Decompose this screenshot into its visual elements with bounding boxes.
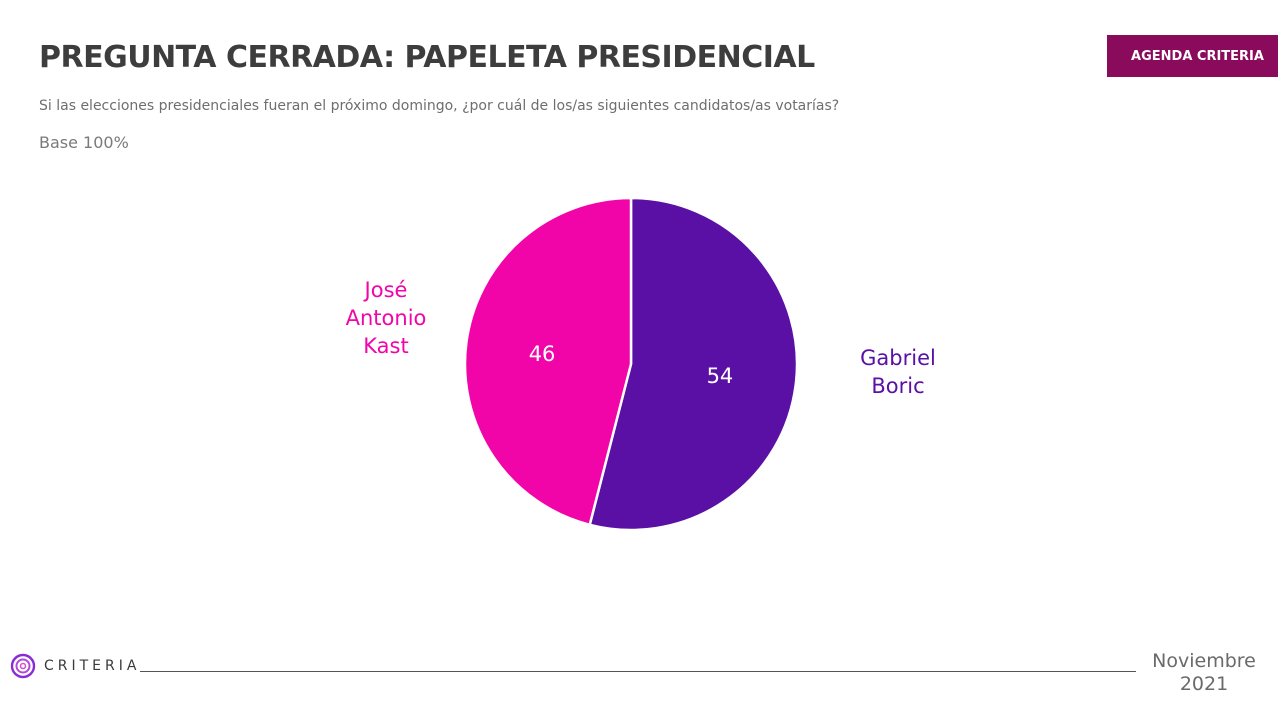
- pie-slice-boric: [588, 196, 799, 532]
- question-text: Si las elecciones presidenciales fueran …: [39, 98, 840, 114]
- brand-name: CRITERIA: [44, 658, 141, 674]
- footer-divider: [140, 671, 1136, 672]
- base-note: Base 100%: [39, 133, 129, 152]
- slice-category-label: Gabriel Boric: [860, 346, 936, 398]
- spiral-logo-icon: [10, 653, 36, 679]
- pie-slice-kast: [463, 196, 633, 527]
- criteria-logo: CRITERIA: [8, 653, 140, 679]
- slice-category-label: José Antonio Kast: [346, 278, 427, 358]
- date-month: Noviembre: [1152, 650, 1256, 672]
- page-title: PREGUNTA CERRADA: PAPELETA PRESIDENCIAL: [39, 40, 815, 75]
- slice-value-label: 46: [529, 342, 556, 366]
- report-date: Noviembre 2021: [1140, 650, 1268, 696]
- slice-value-label: 54: [707, 364, 734, 388]
- date-year: 2021: [1179, 673, 1229, 695]
- agenda-badge: AGENDA CRITERIA: [1107, 35, 1278, 77]
